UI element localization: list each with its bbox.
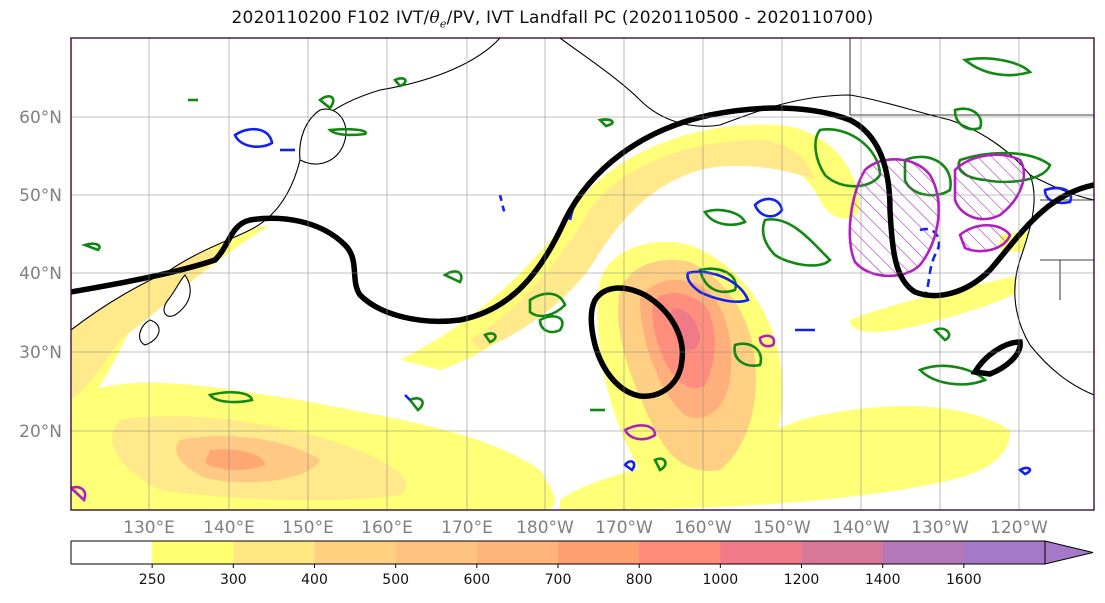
colorbar-level-label: 250 [139,572,166,588]
colorbar-swatch [558,541,640,564]
colorbar-swatch [71,541,153,564]
pv-contours [233,127,1073,476]
coastlines [71,38,1094,396]
colorbar-extend-arrow [1044,540,1094,565]
colorbar-swatch [152,541,234,564]
colorbar-swatch [476,541,559,564]
jet-contour [71,105,1094,399]
lon-label: 180°W [516,518,574,538]
map-grid [71,38,1094,510]
lon-label: 140°E [203,518,255,538]
colorbar-level-label: 300 [220,572,247,588]
lat-label: 50°N [19,186,62,206]
lon-label: 140°W [832,518,890,538]
colorbar-level-label: 1400 [865,572,901,588]
colorbar-swatch [801,541,884,564]
colorbar-swatch [720,541,802,564]
landfall-pc [71,153,1026,503]
lon-label: 150°W [753,518,811,538]
title-suffix: /PV, IVT Landfall PC (2020110500 - 20201… [446,8,874,28]
colorbar [70,540,1094,565]
colorbar-swatch [639,541,721,564]
ivt-shading [71,124,1075,510]
map-title: 2020110200 F102 IVT/θe/PV, IVT Landfall … [0,8,1105,30]
lat-label: 30°N [19,343,62,363]
colorbar-level-label: 1200 [784,572,820,588]
colorbar-swatch [395,541,478,564]
lon-label: 170°E [441,518,493,538]
colorbar-level-label: 400 [301,572,328,588]
lon-label: 120°W [990,518,1048,538]
colorbar-swatch [314,541,397,564]
longitude-labels: 130°E 140°E 150°E 160°E 170°E 180°W 170°W 160°W… [123,518,1048,538]
colorbar-swatch [882,541,965,564]
colorbar-level-label: 700 [545,572,572,588]
title-theta-subscript: e [439,17,447,31]
lon-label: 170°W [595,518,653,538]
lat-label: 20°N [19,422,62,442]
title-theta-symbol: θ [429,8,440,28]
colorbar-level-label: 500 [382,572,409,588]
title-prefix: 2020110200 F102 IVT/ [231,8,430,28]
lon-label: 160°W [674,518,732,538]
lat-label: 60°N [19,108,62,128]
map-border [70,37,1095,511]
colorbar-level-label: 600 [463,572,490,588]
colorbar-swatch [963,541,1046,564]
latitude-labels: 60°N 50°N 40°N 30°N 20°N [19,108,62,442]
lon-label: 130°W [911,518,969,538]
lon-label: 160°E [361,518,413,538]
colorbar-swatch [233,541,315,564]
lon-label: 130°E [123,518,175,538]
colorbar-level-label: 1600 [946,572,982,588]
lon-label: 150°E [282,518,334,538]
lat-label: 40°N [19,264,62,284]
colorbar-level-label: 800 [626,572,653,588]
colorbar-level-label: 1000 [703,572,739,588]
colorbar-labels: 250 300 400 500 600 700 800 1000 1200 1400 1600 [139,564,982,588]
